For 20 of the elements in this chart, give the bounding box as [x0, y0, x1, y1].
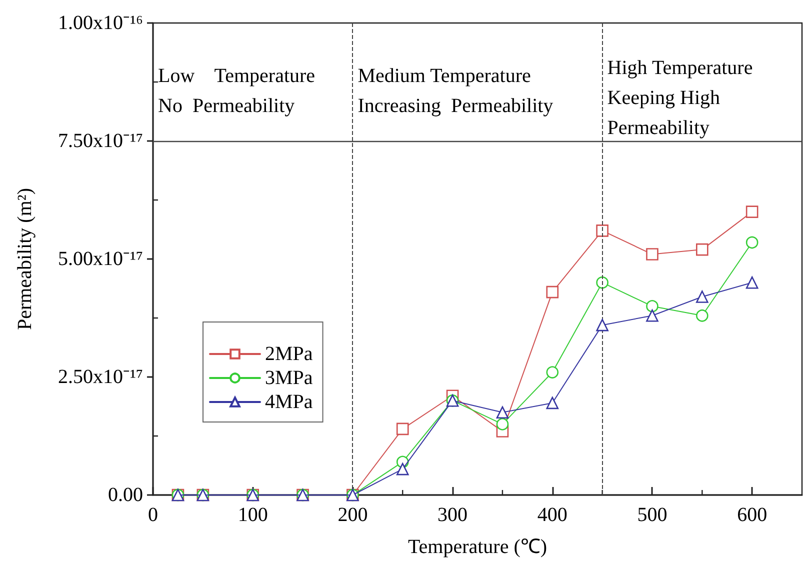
x-tick-label: 0 [148, 504, 158, 526]
annotation: High Temperature Keeping High Permeability [607, 57, 753, 139]
x-tick-label: 300 [438, 504, 468, 526]
y-tick-label: 0.00 [108, 484, 143, 506]
x-tick-label: 200 [338, 504, 368, 526]
x-axis-title: Temperature (℃) [408, 536, 548, 558]
y-tick-label: 5.00x10⁻¹⁷ [58, 248, 144, 270]
x-tick-label: 400 [537, 504, 568, 526]
legend-label: 2MPa [265, 343, 313, 365]
legend-label: 4MPa [265, 391, 313, 413]
annotation: Low Temperature No Permeability [158, 65, 316, 117]
legend-label: 3MPa [265, 367, 313, 389]
x-tick-label: 100 [238, 504, 268, 526]
y-tick-label: 1.00x10⁻¹⁶ [58, 12, 144, 34]
y-tick-label: 7.50x10⁻¹⁷ [58, 130, 144, 152]
annotation: Medium Temperature Increasing Permeability [358, 65, 554, 117]
x-tick-label: 500 [637, 504, 668, 526]
y-tick-label: 2.50x10⁻¹⁷ [58, 366, 144, 388]
x-tick-label: 600 [737, 504, 768, 526]
y-axis-title: Permeability (m²) [14, 188, 36, 330]
